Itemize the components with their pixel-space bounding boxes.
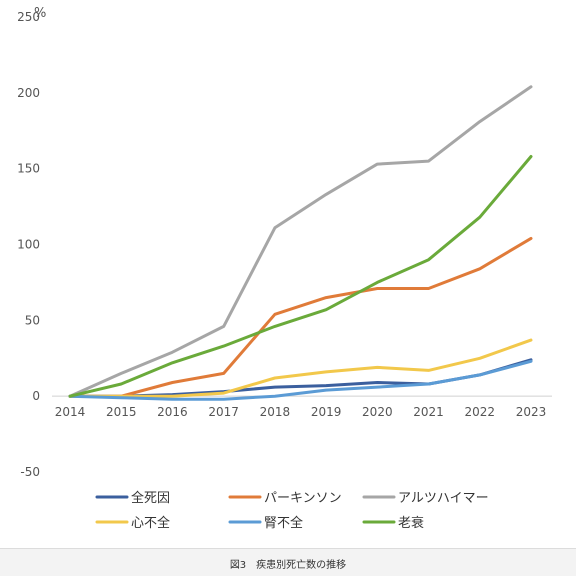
series-lines [68,85,533,401]
y-tick-label: 0 [32,389,40,403]
chart-frame: -50 0 50 100 150 200 250 2014 2015 2016 2017 2018 2… [0,0,576,549]
x-axis-ticks: 2014 2015 2016 2017 2018 2019 2020 2021 2022 2023 [55,405,547,419]
legend-label: 心不全 [131,515,170,531]
series-line [68,338,533,398]
x-tick-label: 2020 [362,405,393,419]
x-tick-label: 2017 [208,405,239,419]
y-tick-label: 200 [17,86,40,100]
y-axis-unit: % [34,6,46,21]
figure-caption: 図3 疾患別死亡数の推移 [229,560,347,571]
legend-label: 全死因 [131,490,170,506]
legend-label: 老衰 [398,515,424,531]
series-line [68,236,533,398]
x-tick-label: 2018 [260,405,291,419]
x-tick-label: 2015 [106,405,137,419]
series-line [68,359,533,401]
y-axis-ticks: -50 0 50 100 150 200 250 [17,10,40,479]
x-tick-label: 2014 [55,405,86,419]
y-tick-label: -50 [20,465,40,479]
legend-label: アルツハイマー [398,491,489,506]
x-tick-label: 2021 [413,405,444,419]
x-tick-label: 2019 [311,405,342,419]
legend-label: パーキンソン [264,491,342,506]
legend-label: 腎不全 [264,515,303,531]
y-tick-label: 100 [17,238,40,252]
y-tick-label: 50 [25,313,40,327]
x-tick-label: 2022 [465,405,496,419]
series-line [68,85,533,398]
series-line [68,155,533,398]
x-tick-label: 2023 [516,405,547,419]
x-tick-label: 2016 [157,405,188,419]
y-tick-label: 250 [17,10,40,24]
y-tick-label: 150 [17,162,40,176]
